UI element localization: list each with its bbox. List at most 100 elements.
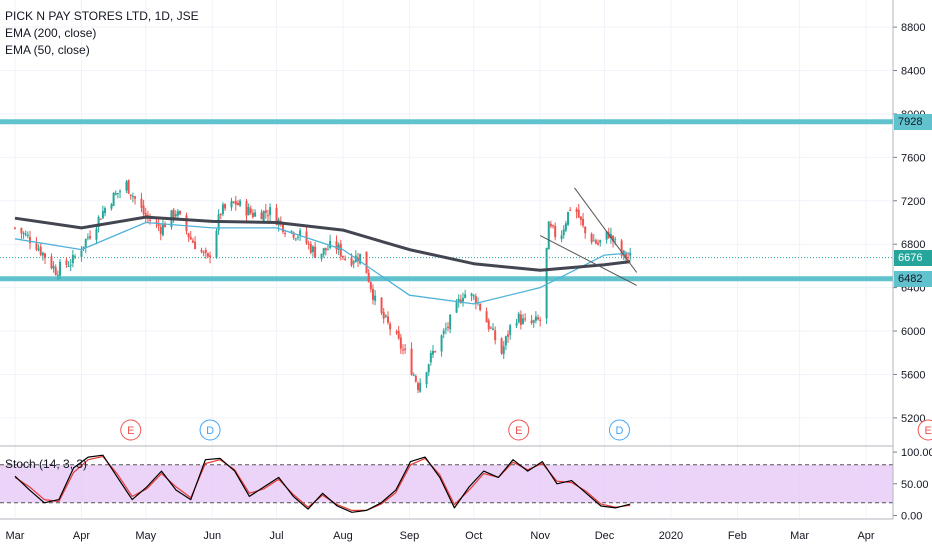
event-label: E [515,425,522,437]
candle-body [129,194,132,196]
candle-body [234,200,237,205]
candle-body [22,233,25,235]
candle-body [264,210,267,214]
candle-body [322,248,325,255]
candle-body [594,240,597,244]
stoch-k-line [14,454,631,513]
trendline [539,235,637,286]
candle-body [161,223,164,236]
y-tick-label: 6000 [901,326,925,338]
event-marker [917,419,932,441]
x-tick-label: Apr [73,530,90,542]
candle-body [247,207,250,216]
candle-body [367,272,370,282]
candle-body [69,264,72,266]
candle-body [275,207,278,225]
candle-body [320,253,323,259]
y-tick-label: 7600 [901,152,925,164]
stoch-d-line [14,455,631,511]
candle-body [489,327,492,329]
candle-body [281,223,284,232]
candle-body [230,201,233,208]
candle-body [134,196,137,199]
candle-body [194,241,197,250]
event-label: D [206,425,214,437]
candle-body [470,293,473,296]
candle-body [176,211,179,216]
candle-body [39,246,42,255]
candle-body [269,207,272,216]
candle-body [442,330,445,334]
candle-body [344,258,347,260]
candle-body [101,211,104,219]
candle-body [397,330,400,339]
candle-body [112,192,115,207]
candle-body [174,214,177,217]
trendline [574,187,638,273]
zone-bottom-price-label: 6482 [894,270,932,287]
candle-body [449,314,452,330]
event-marker [508,419,530,441]
event-label: E [924,425,931,437]
candle-body [26,235,29,237]
candle-body [159,226,162,234]
candle-body [530,320,533,323]
candle-body [386,316,389,323]
candle-body [119,191,122,193]
candle-body [86,237,89,239]
candle-body [412,374,415,376]
candle-body [564,223,567,231]
candle-body [335,241,338,250]
candle-body [97,216,100,228]
candle-body [44,253,47,259]
x-tick-label: Dec [595,530,615,542]
candle-body [155,221,158,223]
candle-body [239,200,242,206]
candle-body [592,240,595,242]
candle-body [609,233,612,239]
candle-body [416,383,419,390]
x-tick-label: Apr [857,530,874,542]
stoch-legend: Stoch (14, 3, 3) [5,457,88,471]
candle-body [464,294,467,298]
candle-body [200,250,203,252]
legend-symbol: PICK N PAY STORES LTD, 1D, JSE [5,9,199,23]
candle-body [144,213,147,218]
candle-body [404,348,407,350]
current-price-label: 6676 [894,249,932,266]
candle-body [224,204,227,209]
candle-body [279,220,282,223]
candle-body [232,201,235,203]
candle-body [487,320,490,330]
candle-body [605,231,608,240]
candle-body [59,261,62,276]
candle-body [89,236,92,239]
candle-body [472,295,475,297]
candle-body [577,209,580,218]
candle-body [522,318,525,324]
candle-body [339,243,342,257]
candle-body [455,300,458,313]
candle-body [414,375,417,382]
grid [0,0,893,518]
candle-body [584,226,587,234]
candle-body [350,257,353,266]
candle-body [485,311,488,323]
candle-body [380,297,383,313]
candle-body [71,254,74,264]
candle-body [624,252,627,259]
candle-body [519,314,522,325]
candle-body [219,213,222,215]
candle-body [359,253,362,264]
candle-body [539,319,542,321]
stoch-band [0,464,893,503]
candle-body [371,289,374,300]
candle-body [431,351,434,355]
candle-body [401,349,404,351]
candle-body [337,244,340,250]
candle-body [620,240,623,256]
candle-body [597,242,600,245]
x-tick-label: Jun [203,530,221,542]
candle-body [125,181,128,191]
